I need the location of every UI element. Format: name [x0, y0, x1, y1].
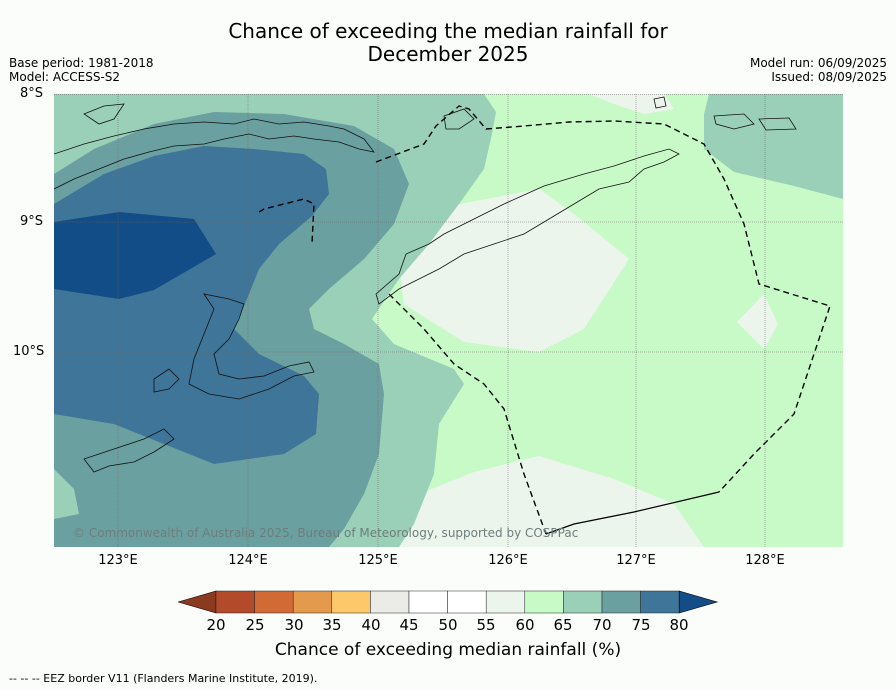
colorbar-extend-high — [678, 590, 719, 614]
colorbar-tick: 20 — [206, 616, 226, 634]
colorbar-tick: 80 — [669, 616, 689, 634]
lon-label-125e: 125°E — [358, 553, 398, 568]
contour-55-60-north — [589, 94, 674, 114]
contour-55-60-south — [384, 456, 704, 547]
map-title: Chance of exceeding the median rainfall … — [0, 20, 896, 66]
colorbar-tick: 75 — [631, 616, 651, 634]
model-run: Model run: 06/09/2025 — [749, 56, 887, 70]
base-period: Base period: 1981-2018 — [9, 56, 154, 70]
coastline-timor — [375, 148, 680, 305]
colorbar-segment — [215, 590, 255, 614]
colorbar-extend-low — [176, 590, 217, 614]
colorbar-tick: 30 — [284, 616, 304, 634]
copyright-notice: © Commonwealth of Australia 2025, Bureau… — [73, 526, 579, 540]
colorbar-tick: 70 — [592, 616, 612, 634]
colorbar-segment — [563, 590, 603, 614]
contour-above-80 — [54, 212, 216, 299]
colorbar-segment — [331, 590, 371, 614]
colorbar-segment — [524, 590, 564, 614]
colorbar-tick: 65 — [553, 616, 573, 634]
eez-border-enclave — [258, 198, 315, 245]
colorbar-segment — [601, 590, 641, 614]
colorbar-label: Chance of exceeding median rainfall (%) — [274, 640, 622, 660]
coastline-sumba-coast — [83, 428, 175, 473]
coastline-tanimbar-2 — [758, 117, 797, 131]
eez-border-timor — [388, 293, 547, 535]
coastline-roti-semau — [188, 293, 315, 400]
model-name: Model: ACCESS-S2 — [9, 70, 121, 84]
colorbar-tick: 50 — [438, 616, 458, 634]
coastline-alor — [83, 103, 125, 125]
colorbar-tick: 55 — [476, 616, 496, 634]
metadata-left: Base period: 1981-2018 Model: ACCESS-S2 — [9, 56, 154, 84]
colorbar-segment — [292, 590, 333, 614]
colorbar-tick: 45 — [399, 616, 419, 634]
colorbar-segment — [447, 590, 487, 614]
title-line-2: December 2025 — [367, 42, 529, 66]
contour-65-70-ne — [704, 94, 843, 199]
eez-border-south — [545, 491, 720, 535]
colorbar-tick: 25 — [245, 616, 265, 634]
map-canvas — [54, 94, 843, 547]
eez-legend-note: -- -- -- EEZ border V11 (Flanders Marine… — [9, 672, 318, 685]
contour-55-60-central — [399, 189, 629, 352]
lat-label-9s: 9°S — [20, 214, 44, 229]
rainfall-map — [54, 94, 843, 547]
colorbar-segment — [640, 590, 680, 614]
colorbar — [176, 589, 720, 621]
lon-label-127e: 127°E — [616, 553, 656, 568]
colorbar-segment — [370, 590, 410, 614]
coastline-islet-n — [653, 96, 667, 109]
eez-border — [258, 105, 831, 535]
graticule — [54, 94, 843, 547]
coastline-savu — [153, 368, 180, 393]
colorbar-tick: 35 — [322, 616, 342, 634]
lon-label-126e: 126°E — [488, 553, 528, 568]
lon-label-123e: 123°E — [98, 553, 138, 568]
colorbar-segment — [408, 590, 448, 614]
coastline-flores-north — [54, 118, 375, 190]
eez-border-north — [375, 105, 831, 493]
colorbar-segment — [485, 590, 526, 614]
metadata-right: Model run: 06/09/2025 Issued: 08/09/2025 — [750, 56, 887, 84]
colorbar-bar — [176, 590, 719, 614]
issued-date: Issued: 08/09/2025 — [771, 70, 887, 84]
colorbar-segment — [254, 590, 294, 614]
lon-label-124e: 124°E — [228, 553, 268, 568]
colorbar-tick: 60 — [515, 616, 535, 634]
coastline — [54, 96, 797, 473]
lat-label-8s: 8°S — [20, 86, 44, 101]
lon-label-128e: 128°E — [745, 553, 785, 568]
lat-label-10s: 10°S — [13, 344, 45, 359]
contour-55-60-east — [737, 294, 778, 349]
colorbar-tick: 40 — [361, 616, 381, 634]
title-line-1: Chance of exceeding the median rainfall … — [228, 19, 668, 43]
coastline-tanimbar — [713, 113, 755, 130]
coastline-wetar — [443, 108, 475, 130]
